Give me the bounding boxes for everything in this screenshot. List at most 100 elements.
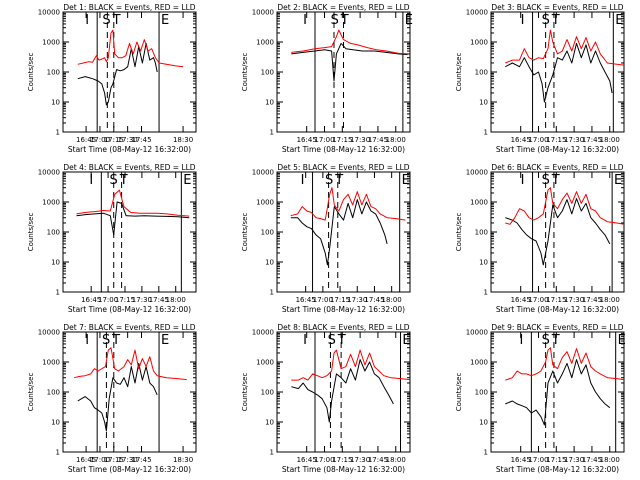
x-tick-label: 18:00 <box>386 456 406 464</box>
lld-series-line <box>505 187 625 225</box>
y-tick-label: 1000 <box>256 199 274 207</box>
x-tick-label: 16:45 <box>76 136 96 144</box>
y-tick-label: 10 <box>265 419 274 427</box>
region-letter-t: T <box>334 173 343 188</box>
y-tick-label: 1 <box>270 449 274 457</box>
x-tick-label: 17:45 <box>368 456 388 464</box>
plot-frame <box>490 331 625 453</box>
y-tick-label: 1 <box>484 449 488 457</box>
x-tick-label: 17:45 <box>131 456 151 464</box>
lld-series-line <box>291 29 408 55</box>
plot-frame <box>62 331 197 453</box>
region-letter-t: T <box>551 333 560 348</box>
lld-series-line <box>73 347 187 381</box>
events-series-line <box>505 42 613 103</box>
x-tick-label: 17:30 <box>132 296 152 304</box>
y-tick-label: 10000 <box>38 169 60 177</box>
detector-panel: 1 10 100 1000 10000 16:4517:0017:1517:3017:45… <box>241 163 411 314</box>
y-tick-label: 10000 <box>466 9 488 17</box>
x-tick-label: 17:30 <box>347 296 367 304</box>
region-letter-s: S <box>542 13 550 28</box>
region-letter-s: S <box>325 173 333 188</box>
region-letter-e: E <box>161 13 169 28</box>
events-series-line <box>76 201 190 236</box>
detector-panel: 1 10 100 1000 10000 16:4517:0017:1517:3017:45… <box>241 323 411 474</box>
x-tick-label: 17:15 <box>104 136 124 144</box>
x-axis-label: Start Time (08-May-12 16:32:00) <box>496 465 619 474</box>
x-tick-label: 16:45 <box>76 456 96 464</box>
y-tick-label: 1000 <box>470 199 488 207</box>
y-tick-label: 100 <box>261 389 274 397</box>
region-letter-s: S <box>542 173 550 188</box>
x-tick-label: 17:45 <box>149 296 169 304</box>
x-tick-label: 17:15 <box>546 456 566 464</box>
y-tick-label: 1000 <box>42 359 60 367</box>
x-tick-label: 17:30 <box>564 456 584 464</box>
x-tick-label: 18:00 <box>382 296 402 304</box>
detector-panel: 1 10 100 1000 10000 16:4517:0017:1517:3017:45… <box>455 3 625 154</box>
region-letter-i: I <box>303 333 307 348</box>
plot-frame <box>490 11 625 133</box>
y-axis-label: Counts/sec <box>27 213 35 252</box>
y-tick-label: 10000 <box>466 169 488 177</box>
y-tick-label: 10 <box>479 419 488 427</box>
x-axis-label: Start Time (08-May-12 16:32:00) <box>282 145 405 154</box>
x-tick-label: 17:30 <box>350 456 370 464</box>
region-letter-e: E <box>405 13 413 28</box>
y-tick-label: 1 <box>56 449 60 457</box>
region-letter-t: T <box>551 13 560 28</box>
x-tick-label: 18:00 <box>600 296 620 304</box>
region-letter-s: S <box>328 333 336 348</box>
region-letter-t: T <box>337 333 346 348</box>
x-tick-label: 17:30 <box>350 136 370 144</box>
y-tick-label: 100 <box>475 389 488 397</box>
plot-frame <box>62 171 197 293</box>
x-axis-label: Start Time (08-May-12 16:32:00) <box>282 465 405 474</box>
region-letter-e: E <box>402 333 410 348</box>
plot-title: Det 9: BLACK = Events, RED = LLD <box>491 323 623 332</box>
x-tick-label: 17:45 <box>131 136 151 144</box>
x-axis-label: Start Time (08-May-12 16:32:00) <box>282 305 405 314</box>
y-tick-label: 1000 <box>42 39 60 47</box>
region-letter-i: I <box>303 13 307 28</box>
x-tick-label: 17:45 <box>364 296 384 304</box>
x-tick-label: 17:15 <box>332 136 352 144</box>
y-tick-label: 100 <box>475 69 488 77</box>
y-axis-label: Counts/sec <box>241 373 249 412</box>
events-series-line <box>77 42 158 106</box>
x-tick-label: 17:15 <box>546 136 566 144</box>
region-letter-i: I <box>519 333 523 348</box>
plot-title: Det 6: BLACK = Events, RED = LLD <box>491 163 623 172</box>
y-tick-label: 10 <box>51 99 60 107</box>
y-axis-label: Counts/sec <box>455 373 463 412</box>
x-tick-label: 16:45 <box>511 456 531 464</box>
y-tick-label: 1 <box>484 289 488 297</box>
x-tick-label: 17:30 <box>564 136 584 144</box>
plot-frame <box>276 171 411 293</box>
region-letter-i: I <box>89 173 93 188</box>
x-tick-label: 17:30 <box>118 456 138 464</box>
y-tick-label: 10 <box>479 99 488 107</box>
plot-title: Det 3: BLACK = Events, RED = LLD <box>491 3 623 12</box>
y-tick-label: 100 <box>47 229 60 237</box>
region-letter-i: I <box>85 13 89 28</box>
y-tick-label: 1 <box>56 129 60 137</box>
x-tick-label: 17:00 <box>90 456 110 464</box>
y-tick-label: 10000 <box>252 9 274 17</box>
plot-title: Det 5: BLACK = Events, RED = LLD <box>277 163 409 172</box>
y-tick-label: 1 <box>56 289 60 297</box>
y-tick-label: 100 <box>261 229 274 237</box>
region-letter-s: S <box>102 13 110 28</box>
y-tick-label: 10 <box>479 259 488 267</box>
y-tick-label: 1 <box>484 129 488 137</box>
plot-frame <box>62 11 197 133</box>
events-series-line <box>291 42 408 82</box>
detector-panel: 1 10 100 1000 10000 16:4517:0017:1517:3017:45… <box>27 3 197 154</box>
lld-series-line <box>505 347 625 381</box>
y-tick-label: 1 <box>270 129 274 137</box>
y-tick-label: 1000 <box>470 359 488 367</box>
region-letter-t: T <box>111 333 120 348</box>
x-tick-label: 17:30 <box>118 136 138 144</box>
x-axis-label: Start Time (08-May-12 16:32:00) <box>496 145 619 154</box>
y-tick-label: 100 <box>475 229 488 237</box>
